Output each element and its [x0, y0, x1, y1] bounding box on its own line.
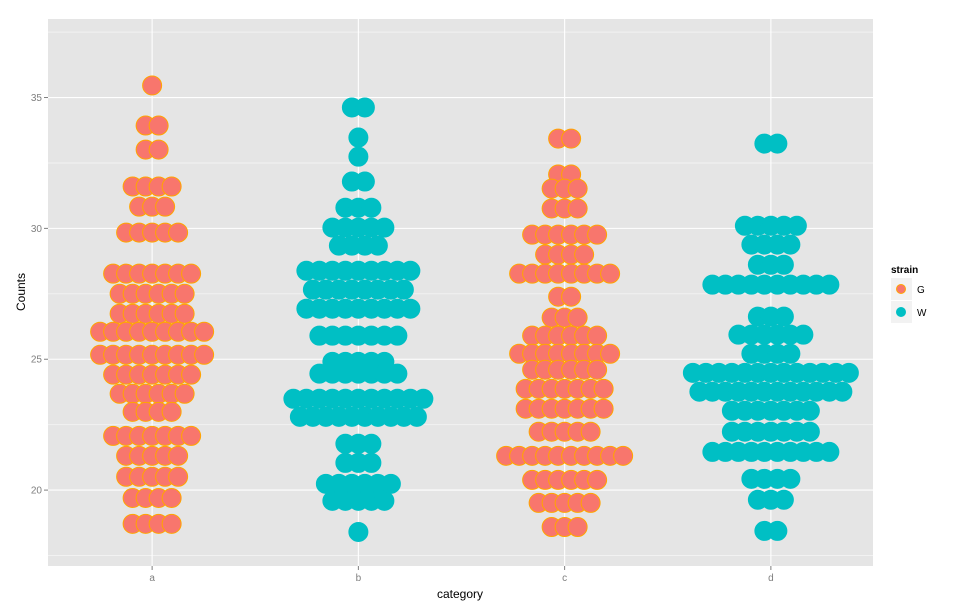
dot-b-W [354, 171, 375, 192]
dot-d-W [819, 441, 840, 462]
dot-b-W [374, 490, 395, 511]
dot-c-G [561, 128, 582, 149]
dot-c-G [567, 307, 588, 328]
y-tick-label: 30 [31, 224, 43, 235]
dot-a-G [181, 425, 202, 446]
dot-a-G [181, 364, 202, 385]
dot-d-W [773, 489, 794, 510]
dot-c-G [593, 398, 614, 419]
x-tick-label: d [768, 573, 774, 584]
dot-d-W [793, 324, 814, 345]
y-tick-label: 35 [31, 93, 43, 104]
y-axis: 20 25 30 35 [31, 93, 48, 497]
dot-a-G [174, 283, 195, 304]
x-axis-title: category [437, 587, 483, 601]
dots-layer [90, 75, 859, 542]
dot-a-G [161, 401, 182, 422]
dot-a-G [148, 139, 169, 160]
dot-c-G [600, 343, 621, 364]
legend-key-w [896, 307, 906, 317]
dot-a-G [194, 344, 215, 365]
dot-b-W [413, 388, 434, 409]
dot-a-G [142, 75, 163, 96]
dot-a-G [174, 303, 195, 324]
legend-label-w: W [917, 308, 927, 319]
dot-b-W [387, 363, 408, 384]
dot-a-G [181, 263, 202, 284]
dot-c-G [574, 244, 595, 265]
dot-c-G [567, 178, 588, 199]
legend-key-g [896, 284, 906, 294]
dot-d-W [838, 362, 859, 383]
dot-d-W [773, 254, 794, 275]
dot-c-G [580, 421, 601, 442]
dot-a-G [155, 196, 176, 217]
dot-c-G [587, 469, 608, 490]
dot-a-G [168, 445, 189, 466]
dot-d-W [780, 234, 801, 255]
dot-b-W [400, 298, 421, 319]
dot-a-G [161, 513, 182, 534]
dot-b-W [348, 146, 369, 167]
dot-c-G [580, 492, 601, 513]
legend: strain G W [891, 265, 927, 323]
dot-a-G [161, 176, 182, 197]
dot-d-W [780, 343, 801, 364]
dot-b-W [387, 325, 408, 346]
dot-a-G [148, 115, 169, 136]
dot-a-G [168, 222, 189, 243]
dot-b-W [374, 217, 395, 238]
dot-c-G [567, 517, 588, 538]
dot-d-W [767, 133, 788, 154]
dot-b-W [348, 521, 369, 542]
dot-d-W [786, 215, 807, 236]
dot-c-G [587, 359, 608, 380]
dot-c-G [587, 224, 608, 245]
dot-c-G [613, 445, 634, 466]
y-axis-title: Counts [14, 273, 28, 311]
legend-title: strain [891, 265, 918, 276]
dot-c-G [561, 286, 582, 307]
dot-a-G [174, 383, 195, 404]
y-tick-label: 25 [31, 355, 43, 366]
dot-b-W [361, 433, 382, 454]
dot-d-W [832, 381, 853, 402]
dot-a-G [161, 487, 182, 508]
dot-b-W [406, 406, 427, 427]
dot-d-W [799, 400, 820, 421]
x-axis: a b c d [149, 566, 774, 584]
dot-b-W [380, 473, 401, 494]
legend-label-g: G [917, 285, 925, 296]
y-tick-label: 20 [31, 486, 43, 497]
dot-d-W [799, 421, 820, 442]
dot-b-W [361, 452, 382, 473]
dot-c-G [600, 263, 621, 284]
dot-d-W [767, 520, 788, 541]
x-tick-label: c [562, 573, 567, 584]
dot-b-W [367, 235, 388, 256]
dot-d-W [773, 306, 794, 327]
dot-b-W [393, 279, 414, 300]
dot-d-W [819, 274, 840, 295]
dot-c-G [567, 198, 588, 219]
dot-c-G [593, 378, 614, 399]
dot-a-G [194, 321, 215, 342]
dot-a-G [168, 466, 189, 487]
dot-d-W [780, 468, 801, 489]
dot-b-W [361, 197, 382, 218]
dot-b-W [354, 97, 375, 118]
dot-b-W [400, 260, 421, 281]
dot-c-G [587, 325, 608, 346]
dot-b-W [348, 127, 369, 148]
x-tick-label: b [356, 573, 362, 584]
x-tick-label: a [149, 573, 155, 584]
